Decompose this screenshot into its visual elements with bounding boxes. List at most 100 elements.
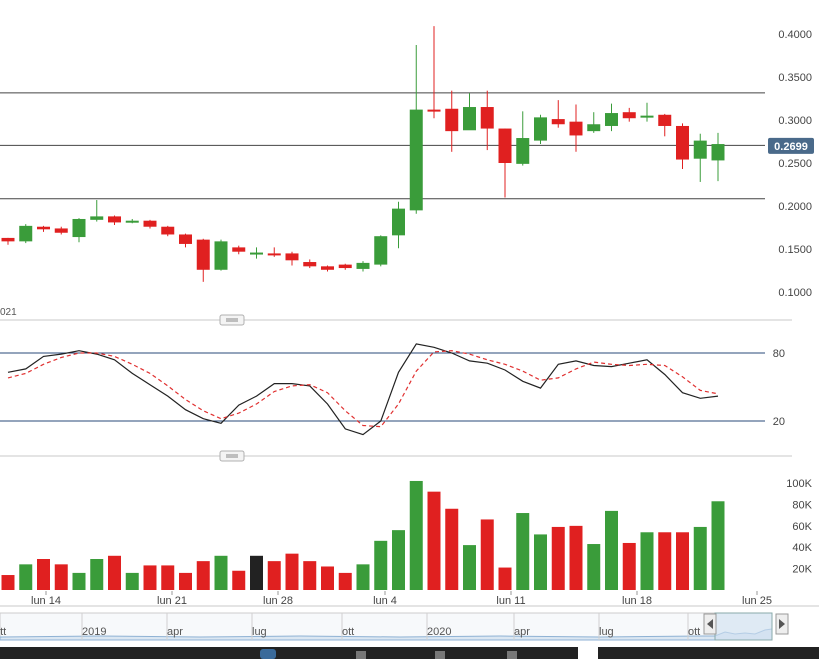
pane-resize-handle-1[interactable] bbox=[219, 314, 245, 326]
navigator-label: lug bbox=[599, 626, 614, 638]
volume-bar bbox=[143, 565, 157, 590]
volume-tick-label: 80K bbox=[792, 499, 812, 511]
taskbar-app-icon[interactable] bbox=[260, 649, 276, 659]
candle-body bbox=[54, 228, 68, 233]
volume-bar bbox=[214, 555, 228, 590]
candle-body bbox=[267, 253, 281, 256]
candle-body bbox=[1, 237, 15, 242]
candle-body bbox=[321, 266, 334, 270]
price-level-lines bbox=[0, 92, 765, 200]
volume-bar bbox=[640, 532, 654, 590]
time-axis: lun 14 lun 21 lun 28 lun 4 lun 11 lun 18 lun 2… bbox=[31, 591, 772, 607]
partial-date-label: 021 bbox=[0, 307, 17, 318]
stochastic-k-line bbox=[7, 343, 719, 436]
candle-body bbox=[196, 239, 210, 270]
price-tick-label: 0.2000 bbox=[778, 201, 812, 213]
volume-bar bbox=[711, 501, 725, 590]
taskbar-app-icon[interactable] bbox=[356, 651, 366, 659]
candle-body bbox=[303, 262, 317, 267]
candle-body bbox=[90, 216, 104, 220]
candle-body bbox=[605, 113, 618, 126]
volume-bar bbox=[267, 561, 281, 590]
candle-body bbox=[693, 140, 707, 159]
pane-resize-handle-2[interactable] bbox=[219, 450, 245, 462]
navigator[interactable]: ott 2019 apr lug ott 2020 apr lug ott bbox=[0, 612, 789, 641]
navigator-label: 2019 bbox=[82, 626, 106, 638]
chevron-left-icon bbox=[707, 619, 713, 629]
price-tick-label: 0.1000 bbox=[778, 287, 812, 299]
candle-body bbox=[179, 234, 192, 244]
price-tick-label: 0.3000 bbox=[778, 115, 812, 127]
volume-bar bbox=[108, 555, 121, 590]
candle-body bbox=[72, 218, 86, 238]
candle-body bbox=[658, 114, 672, 126]
chevron-right-icon bbox=[779, 619, 785, 629]
volume-tick-label: 20K bbox=[792, 564, 812, 576]
candle-body bbox=[374, 236, 388, 265]
candle-body bbox=[711, 144, 725, 161]
taskbar-app-icon[interactable] bbox=[507, 651, 517, 659]
volume-bar bbox=[161, 565, 175, 590]
candle-body bbox=[338, 264, 352, 269]
volume-bar bbox=[427, 491, 441, 590]
volume-bar bbox=[321, 566, 334, 590]
stochastic-tick-label: 80 bbox=[773, 348, 785, 360]
volume-bar bbox=[392, 530, 405, 590]
time-tick-label: lun 21 bbox=[157, 595, 187, 607]
volume-bar bbox=[54, 564, 68, 590]
navigator-selection[interactable] bbox=[714, 612, 773, 641]
volume-bar bbox=[90, 559, 104, 590]
candle-body bbox=[250, 252, 263, 255]
candle-body bbox=[445, 108, 459, 132]
volume-series bbox=[1, 480, 725, 590]
volume-bar bbox=[179, 572, 192, 590]
candle-body bbox=[125, 220, 139, 223]
time-tick-label: lun 28 bbox=[263, 595, 293, 607]
volume-bar bbox=[551, 526, 565, 590]
navigator-scroll-left-button[interactable] bbox=[703, 613, 717, 635]
navigator-label: lug bbox=[252, 626, 267, 638]
candle-body bbox=[516, 138, 530, 164]
navigator-label: ott bbox=[0, 626, 6, 638]
last-price-value: 0.2699 bbox=[774, 141, 808, 153]
candle-body bbox=[19, 225, 33, 242]
stochastic-tick-label: 20 bbox=[773, 416, 785, 428]
volume-bar bbox=[232, 570, 246, 590]
price-tick-label: 0.2500 bbox=[778, 158, 812, 170]
time-tick-label: lun 18 bbox=[622, 595, 652, 607]
time-tick-label: lun 14 bbox=[31, 595, 61, 607]
volume-bar bbox=[587, 544, 601, 590]
volume-bar bbox=[498, 567, 512, 590]
volume-bar bbox=[480, 519, 494, 590]
navigator-label: ott bbox=[342, 626, 354, 638]
volume-tick-label: 100K bbox=[786, 478, 812, 490]
volume-bar bbox=[445, 508, 459, 590]
stochastic-levels bbox=[0, 352, 765, 422]
volume-bar bbox=[250, 555, 263, 590]
volume-bar bbox=[303, 561, 317, 590]
volume-tick-label: 60K bbox=[792, 521, 812, 533]
candlestick-series bbox=[1, 26, 725, 282]
volume-bar bbox=[196, 561, 210, 590]
candle-body bbox=[551, 119, 565, 125]
volume-bar bbox=[374, 540, 388, 590]
volume-bar bbox=[658, 532, 672, 590]
last-price-tag: 0.2699 bbox=[768, 137, 814, 154]
volume-bar bbox=[516, 513, 530, 590]
price-axis: 0.4000 0.3500 0.3000 0.2500 0.2000 0.1500 0.10… bbox=[778, 29, 812, 299]
navigator-scroll-right-button[interactable] bbox=[775, 613, 789, 635]
navigator-label: ott bbox=[688, 626, 700, 638]
volume-tick-label: 40K bbox=[792, 542, 812, 554]
taskbar-app-icon[interactable] bbox=[435, 651, 445, 659]
candle-body bbox=[108, 216, 121, 223]
price-tick-label: 0.3500 bbox=[778, 72, 812, 84]
candle-body bbox=[161, 226, 175, 235]
volume-bar bbox=[569, 525, 583, 590]
volume-bar bbox=[72, 572, 86, 590]
taskbar-strip bbox=[0, 647, 819, 659]
candle-body bbox=[356, 262, 370, 269]
volume-bar bbox=[622, 542, 636, 590]
volume-bar bbox=[356, 564, 370, 590]
